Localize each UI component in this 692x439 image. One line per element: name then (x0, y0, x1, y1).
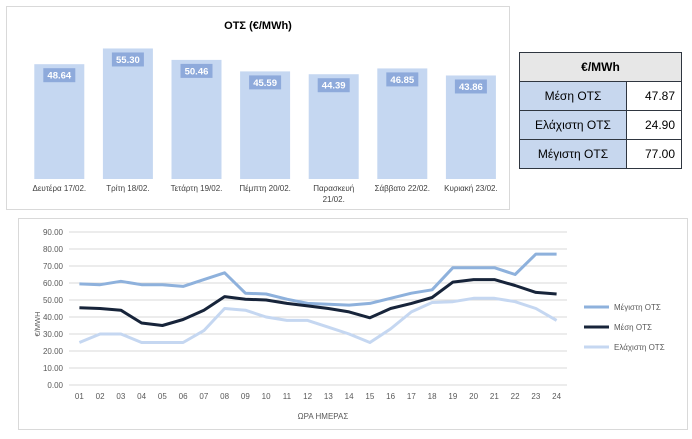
bar-category-label: Κυριακή 23/02. (444, 184, 498, 193)
bar-value-label: 43.86 (459, 82, 483, 93)
y-tick-label: 70.00 (43, 262, 64, 271)
summary-value: 24.90 (626, 110, 682, 140)
summary-label: Ελάχιστη ΟΤΣ (519, 110, 627, 140)
x-tick-label: 19 (448, 392, 457, 401)
bar-value-label-box (454, 79, 487, 94)
x-tick-label: 02 (96, 392, 105, 401)
y-tick-label: 20.00 (43, 347, 64, 356)
bar-value-label: 55.30 (116, 55, 140, 66)
summary-row-min: Ελάχιστη ΟΤΣ 24.90 (519, 110, 682, 140)
bar-category-label: Πέμπτη 20/02. (239, 184, 291, 193)
x-tick-label: 12 (303, 392, 312, 401)
bar-value-label: 48.64 (47, 71, 71, 82)
x-tick-label: 15 (365, 392, 374, 401)
bar-category-label: Δευτέρα 17/02. (32, 184, 86, 193)
x-tick-label: 13 (324, 392, 333, 401)
bar-value-label-box (180, 63, 213, 78)
x-tick-label: 08 (220, 392, 229, 401)
x-tick-label: 10 (262, 392, 271, 401)
bar-value-label-box (317, 78, 350, 93)
bar-category-label: Τετάρτη 19/02. (171, 184, 223, 193)
series-line (79, 278, 557, 327)
y-tick-label: 50.00 (43, 296, 64, 305)
x-tick-label: 23 (531, 392, 540, 401)
summary-row-max: Μέγιστη ΟΤΣ 77.00 (519, 139, 682, 169)
x-tick-label: 01 (75, 392, 84, 401)
x-tick-label: 18 (428, 392, 437, 401)
series-line (79, 252, 557, 307)
bar-category-label: Σάββατο 22/02. (375, 184, 430, 193)
x-tick-label: 16 (386, 392, 395, 401)
x-tick-label: 22 (511, 392, 520, 401)
y-tick-label: 80.00 (43, 245, 64, 254)
summary-table: €/MWh Μέση ΟΤΣ 47.87 Ελάχιστη ΟΤΣ 24.90 … (519, 52, 682, 169)
y-tick-label: 90.00 (43, 228, 64, 237)
bar-chart-title: ΟΤΣ (€/MWh) (224, 20, 292, 32)
y-tick-label: 10.00 (43, 364, 64, 373)
summary-value: 47.87 (626, 81, 682, 111)
x-tick-label: 06 (179, 392, 188, 401)
y-tick-label: 40.00 (43, 313, 64, 322)
legend-label: Μέγιστη ΟΤΣ (614, 303, 661, 312)
summary-label: Μέγιστη ΟΤΣ (519, 139, 627, 169)
bar-value-label: 44.39 (322, 81, 346, 92)
bar (102, 48, 153, 179)
line-chart-panel: 0.00 10.00 20.00 30.00 40.00 50.00 60.00 70.00 8… (18, 218, 688, 430)
x-tick-label: 11 (283, 392, 292, 401)
summary-header-row: €/MWh (519, 52, 682, 82)
bar-value-label-box (111, 52, 144, 67)
bar-value-label-box (249, 75, 282, 90)
bar (34, 64, 85, 179)
y-axis-label: €/MWH (33, 312, 42, 337)
bar (171, 59, 222, 179)
y-tick-label: 0.00 (47, 381, 63, 390)
y-tick-label: 30.00 (43, 330, 64, 339)
x-tick-label: 24 (552, 392, 561, 401)
summary-row-mean: Μέση ΟΤΣ 47.87 (519, 81, 682, 111)
x-tick-label: 05 (158, 392, 167, 401)
summary-label: Μέση ΟΤΣ (519, 81, 627, 111)
bar-value-label: 45.59 (253, 78, 277, 89)
bar-chart: ΟΤΣ (€/MWh) 48.64 Δευτέρα 17/02. 55.30 Τρίτ… (32, 20, 498, 204)
y-tick-label: 60.00 (43, 279, 64, 288)
legend-label: Μέση ΟΤΣ (614, 323, 652, 332)
x-tick-label: 17 (407, 392, 416, 401)
x-axis-label: ΩΡΑ ΗΜΕΡΑΣ (298, 412, 349, 421)
series-line (78, 296, 558, 344)
line-chart: 0.00 10.00 20.00 30.00 40.00 50.00 60.00 70.00 8… (33, 228, 665, 421)
x-tick-label: 14 (345, 392, 354, 401)
summary-header: €/MWh (519, 52, 682, 82)
x-tick-label: 04 (137, 392, 146, 401)
bar-value-label-box (386, 72, 419, 87)
bar-value-label: 50.46 (185, 66, 209, 77)
bar-category-label: Τρίτη 18/02. (106, 184, 149, 193)
x-tick-label: 21 (490, 392, 499, 401)
bar-category-label: 21/02. (323, 195, 345, 204)
x-tick-label: 07 (199, 392, 208, 401)
x-tick-label: 20 (469, 392, 478, 401)
x-tick-label: 09 (241, 392, 250, 401)
bar (377, 68, 428, 179)
bar-value-label-box (43, 68, 76, 83)
x-tick-label: 03 (116, 392, 125, 401)
summary-value: 77.00 (626, 139, 682, 169)
bar-value-label: 46.85 (390, 75, 414, 86)
bar-category-label: Παρασκευή (313, 184, 354, 193)
legend-label: Ελάχιστη ΟΤΣ (614, 343, 665, 352)
bar-chart-panel: ΟΤΣ (€/MWh) 48.64 Δευτέρα 17/02. 55.30 Τρίτ… (6, 6, 510, 210)
